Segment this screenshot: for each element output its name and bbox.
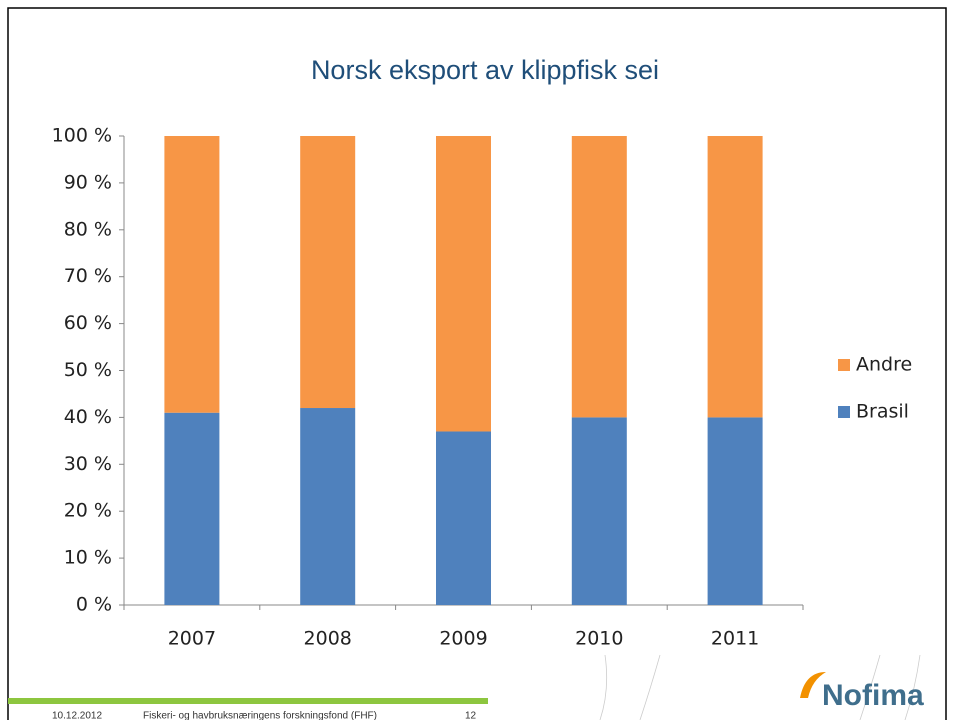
legend-label: Andre [856,354,912,376]
bar-segment [436,431,491,605]
x-tick-label: 2010 [575,628,623,650]
chart-title: Norsk eksport av klippfisk sei [311,55,659,85]
decor-lines [599,654,921,721]
footer-page: 12 [465,711,477,720]
bar-segment [571,417,627,605]
bar-segment [571,136,627,418]
footer-bar [8,698,488,704]
legend-swatch [838,359,850,371]
bar-segment [164,412,220,605]
x-tick-label: 2011 [711,628,759,650]
bar-segment [436,136,491,432]
bar-segment [164,136,220,413]
legend-swatch [838,406,850,418]
bar-segment [707,136,763,418]
x-tick-label: 2007 [168,628,216,650]
x-tick-label: 2009 [439,628,487,650]
y-tick-label: 70 % [64,265,112,287]
bar-segment [707,417,763,605]
y-tick-label: 50 % [64,359,112,381]
footer-date: 10.12.2012 [52,711,102,720]
slide-border [7,7,947,724]
logo: Nofima [822,679,924,712]
footer-text: Fiskeri- og havbruksnæringens forsknings… [143,711,377,720]
y-tick-label: 10 % [64,547,112,569]
y-tick-label: 90 % [64,171,112,193]
y-tick-label: 20 % [64,500,112,522]
logo-mark [800,672,826,698]
legend-label: Brasil [856,401,909,423]
y-tick-label: 100 % [52,125,112,147]
y-tick-label: 0 % [76,594,112,616]
x-tick-label: 2008 [304,628,352,650]
y-tick-label: 40 % [64,406,112,428]
y-tick-label: 60 % [64,312,112,334]
y-tick-label: 30 % [64,453,112,475]
bar-segment [300,136,356,409]
y-tick-label: 80 % [64,218,112,240]
bar-segment [300,408,356,605]
